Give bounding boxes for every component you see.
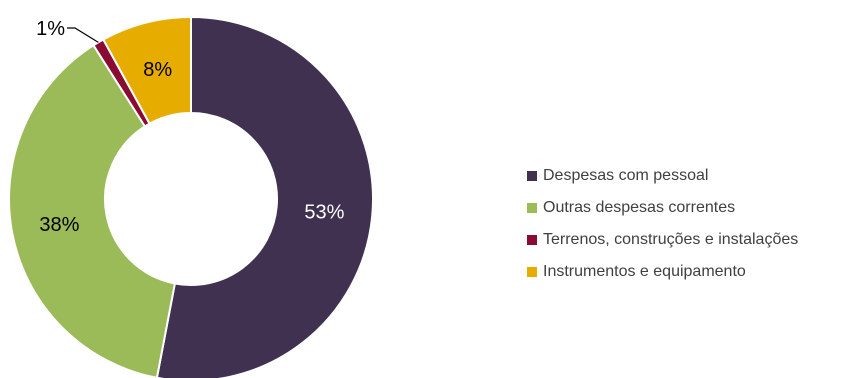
slice-label-terrenos-construcoes-e-instalacoes: 1%	[36, 18, 65, 40]
donut-slices	[8, 15, 374, 378]
slice-labels: 53% 38% 1% 8%	[36, 18, 345, 236]
legend-item-despesas-com-pessoal: Despesas com pessoal	[527, 160, 798, 192]
leader-line-terrenos-construcoes-e-instalacoes	[67, 27, 99, 43]
legend-label: Despesas com pessoal	[543, 167, 709, 184]
legend-item-outras-despesas-correntes: Outras despesas correntes	[527, 192, 798, 224]
slice-label-despesas-com-pessoal: 53%	[304, 202, 344, 224]
slice-despesas-com-pessoal	[155, 15, 374, 378]
legend-item-instrumentos-e-equipamento: Instrumentos e equipamento	[527, 256, 798, 288]
chart-legend: Despesas com pessoal Outras despesas corr…	[527, 160, 798, 288]
legend-swatch	[527, 267, 537, 277]
slice-instrumentos-e-equipamento	[101, 15, 192, 125]
legend-item-terrenos-construcoes-e-instalacoes: Terrenos, construções e instalações	[527, 224, 798, 256]
legend-swatch	[527, 171, 537, 181]
slice-label-instrumentos-e-equipamento: 8%	[143, 59, 172, 81]
legend-swatch	[527, 235, 537, 245]
legend-label: Instrumentos e equipamento	[543, 263, 746, 280]
legend-label: Outras despesas correntes	[543, 199, 736, 216]
legend-swatch	[527, 203, 537, 213]
legend-label: Terrenos, construções e instalações	[543, 231, 799, 248]
slice-outras-despesas-correntes	[8, 43, 177, 378]
slice-label-outras-despesas-correntes: 38%	[39, 214, 79, 236]
